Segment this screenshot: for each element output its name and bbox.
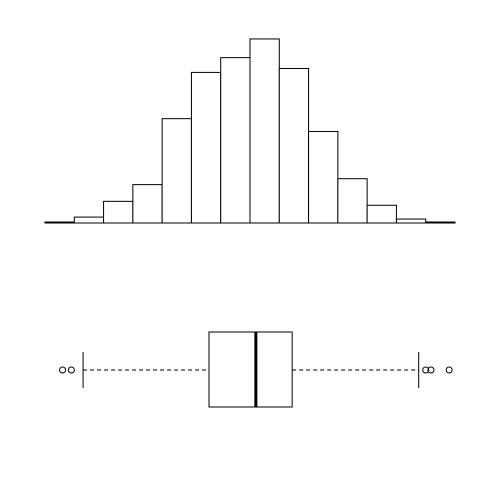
histogram-bar [45, 222, 74, 223]
outlier-point [446, 367, 452, 373]
histogram-bar [426, 222, 455, 223]
outlier-point [68, 367, 74, 373]
histogram-bar [104, 201, 133, 223]
histogram [45, 39, 455, 223]
histogram-bar [396, 219, 425, 223]
histogram-bar [74, 217, 103, 223]
histogram-bar [309, 131, 338, 223]
histogram-bar [338, 179, 367, 223]
histogram-bar [221, 58, 250, 223]
histogram-bar [162, 119, 191, 223]
interquartile-box [209, 332, 292, 407]
histogram-bar [367, 205, 396, 223]
histogram-bar [279, 68, 308, 223]
histogram-bar [133, 185, 162, 223]
boxplot [60, 332, 453, 407]
histogram-bar [191, 72, 220, 223]
histogram-bar [250, 39, 279, 223]
outlier-point [60, 367, 66, 373]
